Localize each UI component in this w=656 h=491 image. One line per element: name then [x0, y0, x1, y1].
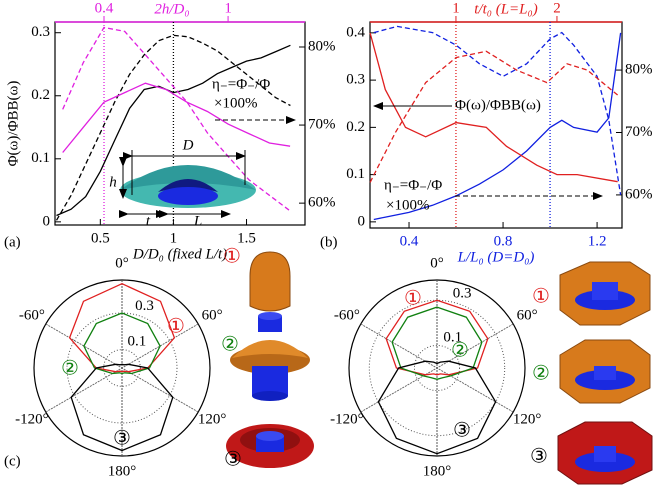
curve-label: ②	[61, 358, 79, 380]
curve-label: ①	[404, 288, 422, 310]
x-axis-label: D/D₀ (fixed L/t)	[132, 246, 227, 262]
x2-tick-label: 0.4	[95, 0, 114, 16]
inset-label: h	[109, 174, 117, 190]
x-tick-label: 0.8	[494, 233, 513, 249]
x-tick-label: 0.4	[400, 233, 419, 249]
y2-tick-label: 70%	[308, 116, 336, 132]
x2-tick-label: 1	[452, 0, 460, 16]
r-tick-label: 0.1	[127, 334, 146, 350]
y-tick-label: 0.4	[346, 24, 365, 40]
y2-tick-label: 80%	[308, 38, 336, 54]
theta-tick-label: 60°	[202, 307, 223, 323]
panel-label: (b)	[320, 234, 338, 250]
render-label: ③	[530, 446, 548, 468]
curve-label: ②	[451, 340, 469, 362]
x-tick-label: 0.5	[91, 230, 110, 246]
curve-label: ③	[113, 428, 131, 450]
y-axis-label: Φ(ω)/ΦBB(ω)	[5, 81, 21, 167]
y2-tick-label: 60%	[625, 186, 653, 202]
figure: 0.5 1 1.5 0.4 1 0 0.1 0.2 0.3 60% 70% 80% D/D₀ (fixe…	[0, 0, 656, 491]
y-tick-label: 0.2	[346, 119, 365, 135]
render-illustrations	[226, 252, 652, 484]
render-label: ①	[532, 286, 550, 308]
x-axis-label: L/L₀ (D=D₀)	[457, 249, 535, 265]
render-label: ②	[532, 363, 550, 385]
theta-tick-label: -60°	[19, 307, 45, 323]
theta-tick-label: 120°	[513, 411, 542, 427]
theta-tick-label: -60°	[334, 307, 360, 323]
theta-tick-label: 0°	[115, 255, 129, 271]
theta-tick-label: 180°	[108, 463, 137, 479]
theta-tick-label: -120°	[15, 411, 49, 427]
panel-label: (a)	[4, 234, 21, 250]
inset-label: D	[182, 137, 194, 153]
series-line	[63, 83, 290, 152]
x2-axis-label: 2h/D₀	[154, 1, 189, 17]
render-label: ①	[223, 246, 241, 268]
panel-label: (c)	[4, 453, 21, 469]
y2-tick-label: 60%	[308, 195, 336, 211]
theta-tick-label: -120°	[330, 411, 364, 427]
y-tick-label: 0.3	[31, 24, 50, 40]
x-tick-label: 1	[170, 230, 178, 246]
x-tick-label: 1.5	[237, 230, 256, 246]
x-tick-label: 1.2	[588, 233, 607, 249]
x2-tick-label: 2	[553, 0, 561, 16]
y-tick-label: 0	[43, 213, 51, 229]
r-tick-label: 0.3	[453, 285, 472, 301]
y-tick-label: 0.3	[346, 72, 365, 88]
inset-label: t	[146, 213, 151, 229]
y-tick-label: 0.1	[346, 166, 365, 182]
r-tick-label: 0.3	[135, 298, 154, 314]
x2-tick-label: 1	[224, 0, 232, 16]
annotation: ×100%	[386, 197, 429, 213]
inset-label: L	[193, 213, 202, 229]
annotation: η₋=Φ₋/Φ	[212, 76, 270, 92]
curve-label: ③	[453, 420, 471, 442]
render-label: ②	[221, 334, 239, 356]
curve-label: ①	[167, 316, 185, 338]
y-tick-label: 0.2	[31, 87, 50, 103]
y-tick-label: 0	[358, 213, 366, 229]
annotation: η₋=Φ₋/Φ	[384, 177, 442, 193]
y2-tick-label: 80%	[625, 62, 653, 78]
theta-tick-label: 120°	[198, 411, 227, 427]
x2-axis-label: t/t₀ (L=L₀)	[474, 1, 537, 17]
theta-tick-label: 180°	[423, 463, 452, 479]
theta-tick-label: 60°	[517, 307, 538, 323]
y-tick-label: 0.1	[31, 150, 50, 166]
y2-tick-label: 70%	[625, 124, 653, 140]
annotation: Φ(ω)/ΦBB(ω)	[455, 97, 541, 113]
theta-tick-label: 0°	[430, 255, 444, 271]
annotation: ×100%	[214, 95, 257, 111]
render-label: ③	[224, 449, 242, 471]
inset-diagram: D h t L	[109, 137, 256, 229]
